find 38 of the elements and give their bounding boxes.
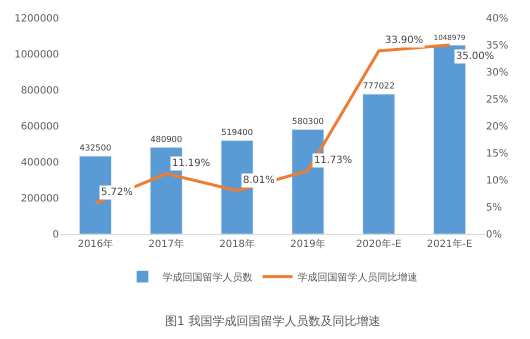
y-tick-label: 1200000 xyxy=(14,14,59,24)
data-label: 11.19% xyxy=(172,158,210,169)
data-label: 33.90% xyxy=(385,35,424,46)
y2-tick-label: 15% xyxy=(486,148,508,160)
data-label: 35.00% xyxy=(456,51,494,62)
y2-tick-label: 25% xyxy=(486,94,508,106)
y2-tick-label: 30% xyxy=(486,68,508,78)
y2-tick-label: 20% xyxy=(486,122,508,132)
data-label: 432500 xyxy=(80,142,112,153)
data-label: 519400 xyxy=(221,127,253,138)
y2-tick-label: 10% xyxy=(486,176,508,186)
x-tick-label: 2017年 xyxy=(148,238,184,250)
data-label: 1048979 xyxy=(434,33,466,42)
x-tick-label: 2020年-E xyxy=(356,238,402,250)
data-label: 777022 xyxy=(362,80,395,91)
y-tick-label: 0 xyxy=(52,230,59,240)
legend-label: 学成回国留学人员数 xyxy=(162,271,252,284)
bar xyxy=(362,94,395,234)
y2-tick-label: 35% xyxy=(486,40,508,52)
y2-tick-label: 40% xyxy=(486,14,508,24)
data-label: 8.01% xyxy=(243,175,275,186)
data-label: 480900 xyxy=(150,134,182,144)
x-tick-label: 2019年 xyxy=(290,238,326,250)
x-tick-label: 2018年 xyxy=(219,238,255,250)
data-label: 5.72% xyxy=(101,187,133,198)
y2-tick-label: 0% xyxy=(486,230,502,240)
y2-tick-label: 5% xyxy=(486,202,502,214)
data-label: 11.73% xyxy=(314,155,352,166)
y-tick-label: 200000 xyxy=(20,194,59,204)
y-tick-label: 600000 xyxy=(20,122,59,132)
x-tick-label: 2021年-E xyxy=(426,238,472,250)
data-label: 580300 xyxy=(292,116,324,126)
y-tick-label: 1000000 xyxy=(14,50,59,60)
text: 图1 我国学成回国留学人员数及同比增速 xyxy=(165,314,380,328)
y-tick-label: 800000 xyxy=(20,86,59,96)
y-tick-label: 400000 xyxy=(20,158,59,168)
legend-label: 学成回国留学人员同比增速 xyxy=(298,271,418,284)
x-tick-label: 2016年 xyxy=(78,238,114,250)
